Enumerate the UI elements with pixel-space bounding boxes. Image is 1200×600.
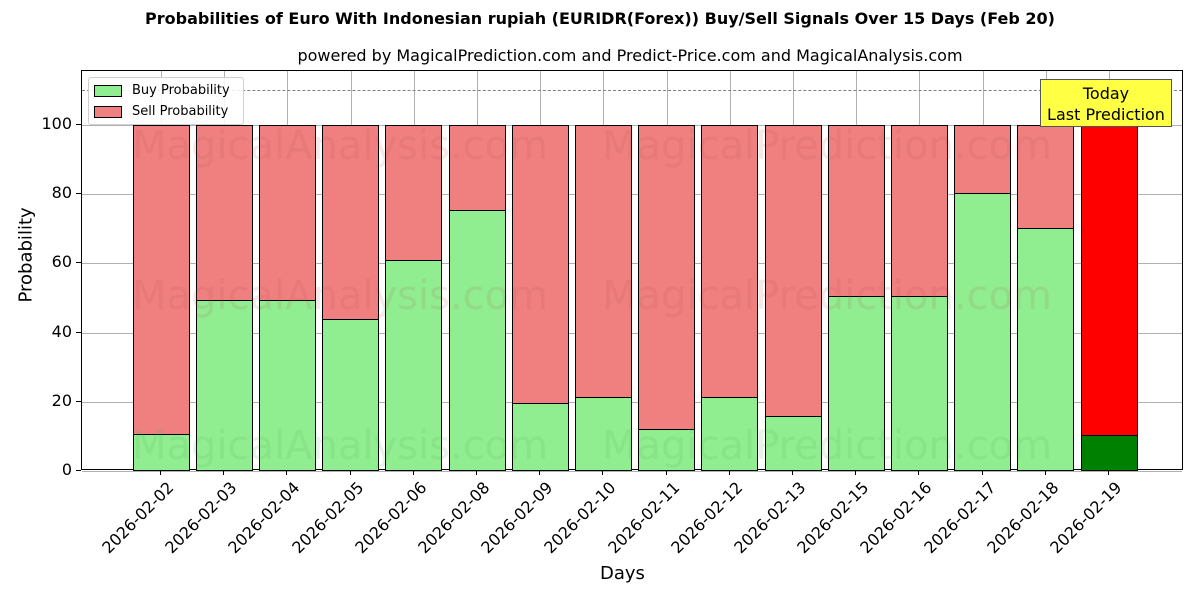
buy-segment — [764, 416, 822, 471]
buy-swatch-icon — [94, 84, 122, 97]
y-tick-label: 40 — [51, 321, 72, 341]
bar-2026-02-10 — [574, 125, 632, 471]
y-tick-label: 20 — [51, 390, 72, 410]
x-tick-mark — [539, 470, 541, 475]
legend-item-sell: Sell Probability — [94, 104, 228, 119]
x-tick-mark — [349, 470, 351, 475]
bar-2026-02-11 — [638, 125, 696, 471]
plot-area: MagicalAnalysis.comMagicalPrediction.com… — [81, 70, 1183, 472]
y-tick-label: 0 — [61, 460, 72, 479]
x-tick-mark — [1044, 470, 1046, 475]
y-tick-label: 60 — [51, 252, 72, 272]
buy-segment — [1017, 228, 1075, 471]
bar-2026-02-05 — [322, 125, 380, 471]
y-tick-mark — [76, 400, 81, 402]
x-axis-title: Days — [600, 563, 645, 584]
x-tick-mark — [918, 470, 920, 475]
sell-segment — [638, 125, 696, 431]
annotation-line-2: Last Prediction — [1047, 105, 1165, 124]
sell-segment — [195, 125, 253, 302]
bar-2026-02-06 — [385, 125, 443, 471]
chart-title: Probabilities of Euro With Indonesian ru… — [145, 9, 1055, 28]
x-tick-mark — [981, 470, 983, 475]
bar-2026-02-08 — [448, 125, 506, 471]
legend-buy-label: Buy Probability — [132, 83, 230, 98]
y-tick-label: 100 — [41, 114, 72, 133]
sell-segment — [322, 125, 380, 321]
x-tick-mark — [855, 470, 857, 475]
legend-item-buy: Buy Probability — [94, 83, 230, 98]
chart-subtitle: powered by MagicalPrediction.com and Pre… — [297, 46, 963, 65]
bar-2026-02-13 — [764, 125, 822, 471]
sell-segment — [574, 125, 632, 398]
sell-segment — [385, 125, 443, 261]
bar-2026-02-16 — [890, 125, 948, 471]
annotation-line-1: Today — [1082, 84, 1130, 103]
x-tick-mark — [1108, 470, 1109, 475]
legend-sell-label: Sell Probability — [132, 104, 229, 119]
y-tick-mark — [76, 331, 81, 333]
x-tick-mark — [728, 470, 730, 475]
x-tick-mark — [476, 470, 477, 475]
reference-line — [82, 90, 1182, 92]
buy-segment — [322, 319, 380, 471]
bar-2026-02-15 — [827, 125, 885, 471]
gridline-horizontal — [82, 401, 1182, 403]
gridline-horizontal — [82, 471, 1182, 472]
buy-segment — [638, 429, 696, 471]
buy-segment — [827, 295, 885, 471]
sell-segment — [890, 125, 948, 297]
y-tick-mark — [76, 124, 81, 125]
bar-2026-02-03 — [195, 125, 253, 471]
sell-segment — [764, 125, 822, 417]
sell-segment — [511, 125, 569, 404]
gridline-horizontal — [82, 332, 1182, 334]
buy-segment — [448, 210, 506, 471]
y-tick-label: 80 — [51, 183, 72, 203]
bar-2026-02-17 — [954, 125, 1012, 471]
y-tick-mark — [76, 262, 81, 264]
x-tick-mark — [792, 470, 793, 475]
gridline-horizontal — [82, 194, 1182, 196]
buy-segment — [1080, 434, 1138, 471]
y-tick-mark — [76, 193, 81, 195]
buy-segment — [132, 433, 190, 471]
x-tick-mark — [160, 470, 161, 475]
sell-segment — [954, 125, 1012, 195]
buy-segment — [258, 300, 316, 471]
sell-segment — [827, 125, 885, 297]
buy-segment — [890, 295, 948, 471]
bar-2026-02-09 — [511, 125, 569, 471]
sell-segment — [132, 125, 190, 435]
sell-segment — [1017, 125, 1075, 230]
gridline-horizontal — [82, 263, 1182, 265]
y-tick-mark — [76, 470, 81, 471]
x-tick-mark — [412, 470, 414, 475]
x-tick-mark — [602, 470, 604, 475]
bar-2026-02-18 — [1017, 125, 1075, 471]
bar-2026-02-19 — [1080, 125, 1138, 471]
bar-2026-02-02 — [132, 125, 190, 471]
buy-segment — [385, 259, 443, 471]
buy-segment — [195, 300, 253, 471]
x-tick-mark — [665, 470, 667, 475]
buy-segment — [511, 402, 569, 471]
sell-swatch-icon — [94, 105, 122, 118]
sell-segment — [258, 125, 316, 302]
gridline-horizontal — [82, 125, 1182, 126]
sell-segment — [448, 125, 506, 212]
x-tick-mark — [286, 470, 288, 475]
sell-segment — [701, 125, 759, 398]
bar-2026-02-04 — [258, 125, 316, 471]
buy-segment — [574, 396, 632, 471]
buy-segment — [954, 193, 1012, 471]
sell-segment — [1080, 125, 1138, 436]
x-tick-mark — [223, 470, 225, 475]
today-annotation: Today Last Prediction — [1040, 79, 1172, 127]
legend: Buy Probability Sell Probability — [88, 77, 244, 125]
buy-segment — [701, 396, 759, 471]
bar-2026-02-12 — [701, 125, 759, 471]
